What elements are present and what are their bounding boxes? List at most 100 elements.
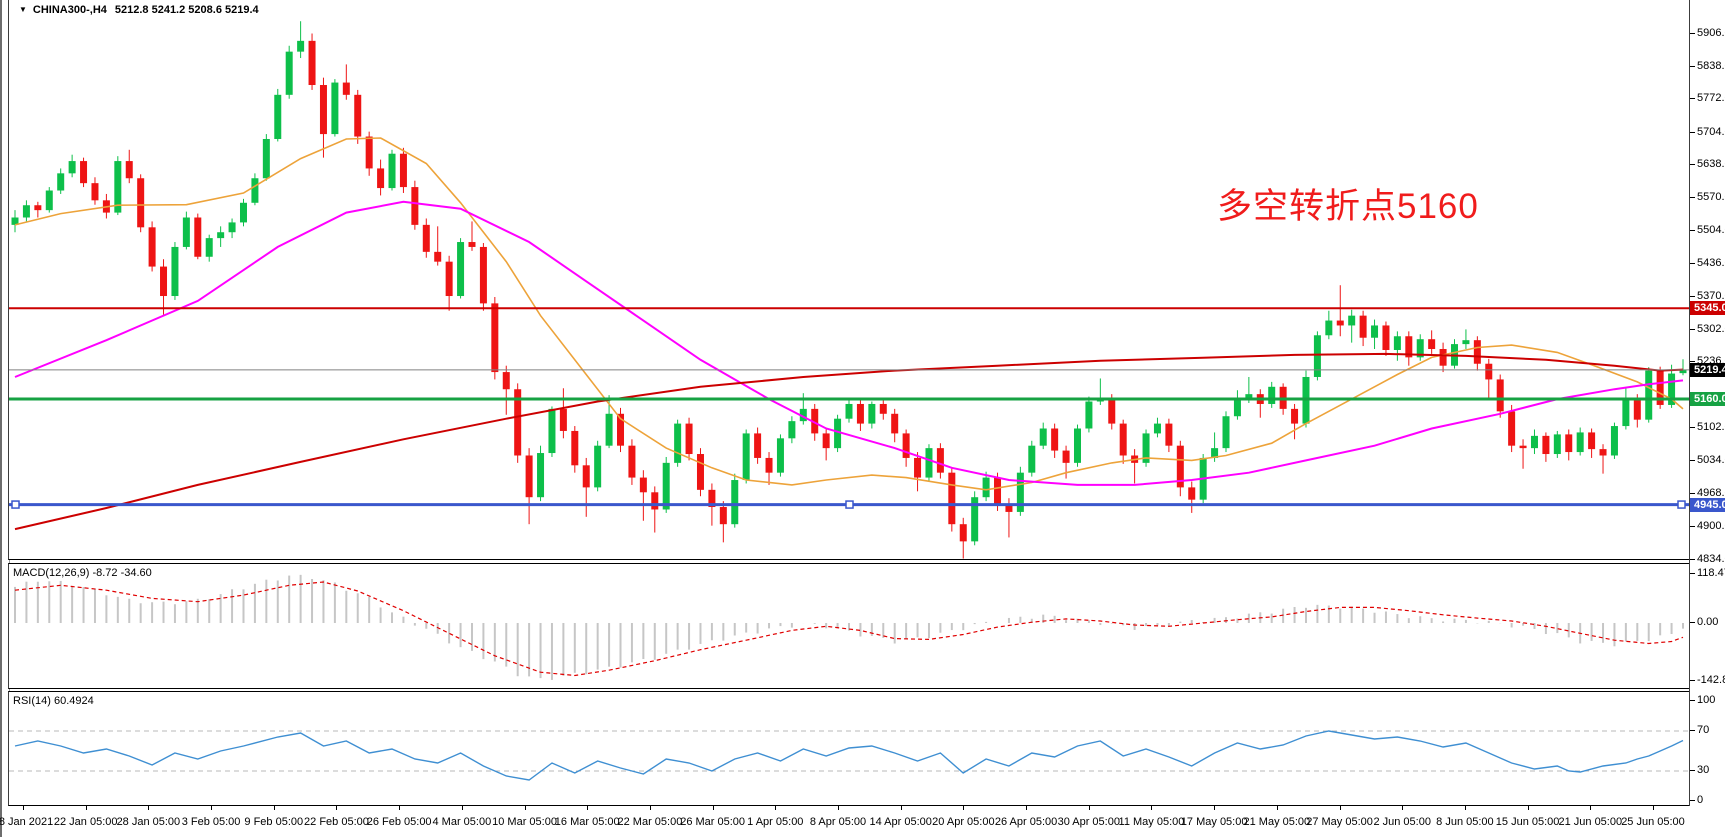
candle-up	[1222, 416, 1230, 449]
candle-down	[708, 489, 716, 508]
time-label: 2 Jun 05:00	[1373, 816, 1431, 828]
hline-drag-handle[interactable]	[845, 500, 854, 509]
candle-down	[434, 251, 442, 262]
candle-down	[1108, 399, 1116, 424]
price-tick-5370: 5370.0	[1690, 290, 1725, 303]
time-label: 3 Feb 05:00	[181, 816, 241, 828]
candle-up	[457, 242, 465, 297]
candle-down	[1359, 315, 1367, 338]
candle-down	[822, 433, 830, 449]
time-label: 30 Apr 05:00	[1057, 816, 1120, 828]
candle-down	[1542, 435, 1550, 455]
time-tick	[1402, 806, 1404, 810]
value-axis-column[interactable]: 5906.0 5838.0 5772.0 5704.0 5638.0 5570.0 5504…	[1689, 0, 1725, 806]
price-chart-panel: ▼ CHINA300-,H4 5212.8 5241.2 5208.6 5219.4…	[8, 0, 1689, 560]
ma-slow-darkred	[14, 352, 1684, 531]
candle-down	[319, 85, 327, 135]
time-label: 18 Jan 2021	[0, 816, 54, 828]
time-label: 17 May 05:00	[1180, 816, 1248, 828]
candle-up	[297, 40, 305, 52]
time-tick	[211, 806, 213, 810]
macd-indicator-panel: MACD(12,26,9) -8.72 -34.60	[8, 563, 1689, 689]
price-tick-5906: 5906.0	[1690, 27, 1725, 40]
ma-mid-magenta	[14, 200, 1684, 486]
time-label: 22 Mar 05:00	[617, 816, 683, 828]
candle-up	[1576, 432, 1584, 453]
price-tick-5302: 5302.0	[1690, 323, 1725, 336]
time-label: 4 Mar 05:00	[432, 816, 492, 828]
macd-tick-118.47: 118.47	[1690, 567, 1725, 580]
candle-up	[662, 462, 670, 510]
text-annotation[interactable]: 多空转折点5160	[1217, 187, 1479, 226]
time-label: 28 Jan 05:00	[116, 816, 181, 828]
candle-up	[1393, 336, 1401, 350]
candle-up	[239, 202, 247, 223]
time-tick	[1088, 806, 1090, 810]
candle-down	[617, 413, 625, 446]
candle-down	[891, 413, 899, 434]
candle-down	[1051, 428, 1059, 451]
candle-down	[879, 403, 887, 414]
ma-fast-orange	[14, 137, 1684, 491]
time-label: 21 May 05:00	[1243, 816, 1311, 828]
candle-up	[1622, 399, 1630, 427]
candle-up	[1245, 394, 1253, 400]
price-tick-4968: 4968.0	[1690, 487, 1725, 500]
candle-down	[1633, 399, 1641, 420]
candle-up	[217, 232, 225, 239]
hline-drag-handle[interactable]	[11, 500, 20, 509]
time-tick	[336, 806, 338, 810]
candle-up	[868, 403, 876, 424]
time-label: 1 Apr 05:00	[747, 816, 804, 828]
rsi-tick-0: 0	[1690, 794, 1725, 807]
time-label: 8 Jun 05:00	[1436, 816, 1494, 828]
candle-up	[1416, 339, 1424, 358]
candle-down	[914, 457, 922, 478]
macd-canvas[interactable]	[9, 564, 1689, 688]
price-chart-canvas[interactable]	[9, 0, 1689, 559]
time-tick	[963, 806, 965, 810]
candle-down	[1565, 434, 1573, 453]
candle-up	[1085, 401, 1093, 429]
candle-down	[308, 40, 316, 86]
candle-up	[251, 178, 259, 203]
time-label: 15 Jun 05:00	[1495, 816, 1560, 828]
candle-up	[205, 238, 213, 257]
candle-down	[1165, 423, 1173, 446]
candle-down	[1496, 379, 1504, 412]
candle-up	[788, 421, 796, 439]
candle-down	[445, 261, 453, 297]
candle-down	[525, 455, 533, 498]
candle-up	[1668, 373, 1676, 405]
time-tick	[273, 806, 275, 810]
candle-down	[1405, 336, 1413, 358]
time-label: 10 Mar 05:00	[492, 816, 557, 828]
symbol-dropdown-icon[interactable]: ▼	[19, 5, 27, 14]
candle-up	[285, 51, 293, 95]
candle-down	[125, 161, 133, 179]
hline-price-badge: 5160.0	[1690, 392, 1725, 407]
candle-up	[742, 433, 750, 481]
chart-title: ▼ CHINA300-,H4 5212.8 5241.2 5208.6 5219.4	[19, 4, 259, 16]
candle-down	[651, 492, 659, 510]
price-tick-5102: 5102.0	[1690, 421, 1725, 434]
candle-down	[994, 477, 1002, 505]
candle-up	[22, 205, 30, 218]
candle-down	[1473, 340, 1481, 364]
hline-drag-handle[interactable]	[1677, 500, 1686, 509]
candle-up	[594, 445, 602, 488]
time-tick	[85, 806, 87, 810]
time-tick	[649, 806, 651, 810]
candle-down	[1119, 423, 1127, 456]
candle-down	[354, 94, 362, 137]
candle-down	[685, 423, 693, 455]
rsi-canvas[interactable]	[9, 692, 1689, 805]
candle-down	[719, 507, 727, 525]
candle-down	[754, 433, 762, 458]
price-tick-5504: 5504.0	[1690, 224, 1725, 237]
price-tick-5704: 5704.0	[1690, 126, 1725, 139]
candle-down	[80, 161, 88, 184]
macd-signal-line	[14, 581, 1684, 677]
